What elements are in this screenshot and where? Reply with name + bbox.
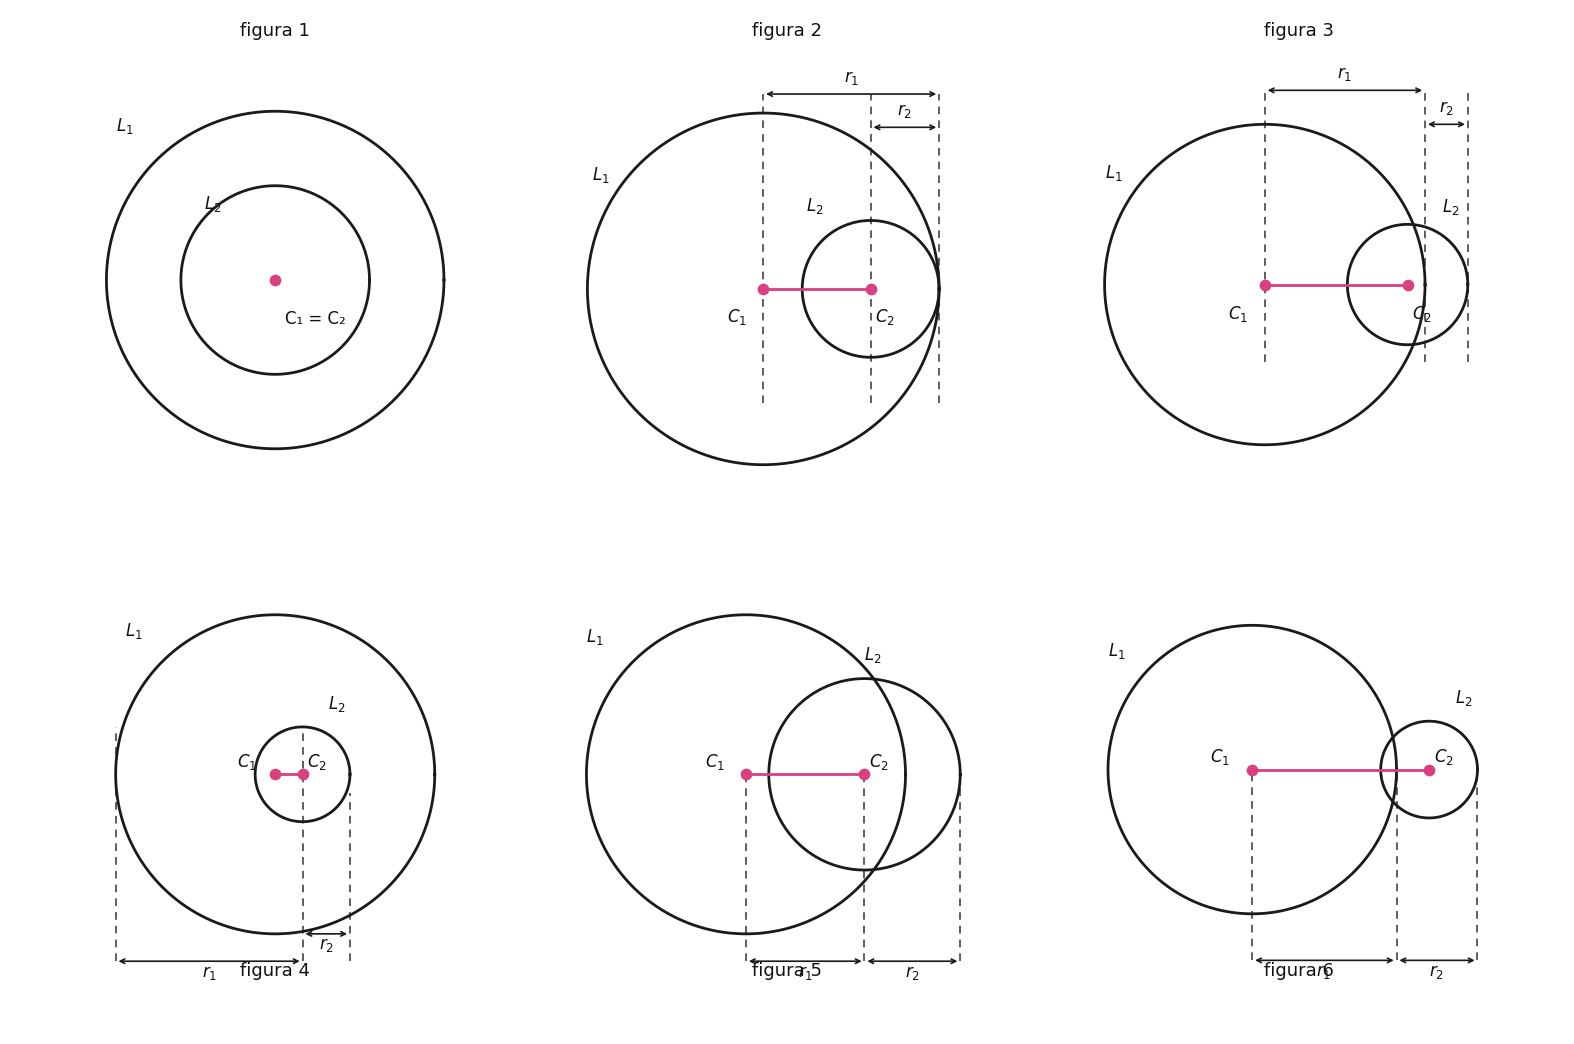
- Text: $L_2$: $L_2$: [327, 693, 346, 714]
- Point: [1395, 277, 1420, 293]
- Text: $C_1$: $C_1$: [238, 752, 257, 772]
- Point: [852, 766, 877, 783]
- Text: $L_2$: $L_2$: [1442, 196, 1459, 217]
- Text: $L_2$: $L_2$: [864, 645, 881, 665]
- Title: figura 3: figura 3: [1264, 22, 1333, 41]
- Point: [858, 281, 883, 298]
- Text: $L_2$: $L_2$: [1454, 688, 1473, 708]
- Text: figura 6: figura 6: [1264, 962, 1333, 980]
- Point: [733, 766, 759, 783]
- Point: [290, 766, 315, 783]
- Text: figura 4: figura 4: [241, 962, 310, 980]
- Text: $r_1$: $r_1$: [201, 964, 217, 981]
- Text: $r_1$: $r_1$: [1316, 964, 1332, 981]
- Text: $r_2$: $r_2$: [1429, 964, 1443, 981]
- Text: $L_1$: $L_1$: [124, 621, 142, 641]
- Text: $C_2$: $C_2$: [1412, 304, 1432, 324]
- Text: $C_1$: $C_1$: [1210, 748, 1231, 767]
- Text: $r_2$: $r_2$: [905, 964, 921, 981]
- Point: [1240, 761, 1265, 778]
- Title: figura 2: figura 2: [752, 22, 822, 41]
- Point: [1417, 761, 1442, 778]
- Text: $C_2$: $C_2$: [307, 752, 327, 772]
- Text: C₁ = C₂: C₁ = C₂: [285, 310, 346, 328]
- Text: $L_1$: $L_1$: [1105, 163, 1122, 183]
- Text: $r_1$: $r_1$: [798, 964, 812, 981]
- Text: $C_1$: $C_1$: [727, 307, 748, 327]
- Text: $r_2$: $r_2$: [1439, 99, 1454, 117]
- Text: $L_2$: $L_2$: [203, 193, 222, 214]
- Text: $C_2$: $C_2$: [869, 752, 889, 772]
- Text: $r_2$: $r_2$: [318, 936, 334, 954]
- Text: $C_1$: $C_1$: [705, 752, 726, 772]
- Text: $L_1$: $L_1$: [1108, 641, 1125, 661]
- Text: $L_2$: $L_2$: [806, 196, 823, 216]
- Point: [263, 766, 288, 783]
- Point: [263, 271, 288, 288]
- Text: $r_2$: $r_2$: [897, 102, 913, 120]
- Text: $L_1$: $L_1$: [116, 116, 134, 136]
- Point: [1253, 277, 1278, 293]
- Point: [751, 281, 776, 298]
- Text: $L_1$: $L_1$: [592, 165, 609, 185]
- Text: $r_1$: $r_1$: [844, 69, 859, 87]
- Text: $C_2$: $C_2$: [875, 307, 896, 327]
- Text: $L_1$: $L_1$: [587, 627, 604, 647]
- Text: figura 5: figura 5: [752, 962, 822, 980]
- Text: $C_1$: $C_1$: [1228, 304, 1248, 324]
- Title: figura 1: figura 1: [241, 22, 310, 41]
- Text: $r_1$: $r_1$: [1336, 65, 1352, 82]
- Text: $C_2$: $C_2$: [1434, 748, 1454, 767]
